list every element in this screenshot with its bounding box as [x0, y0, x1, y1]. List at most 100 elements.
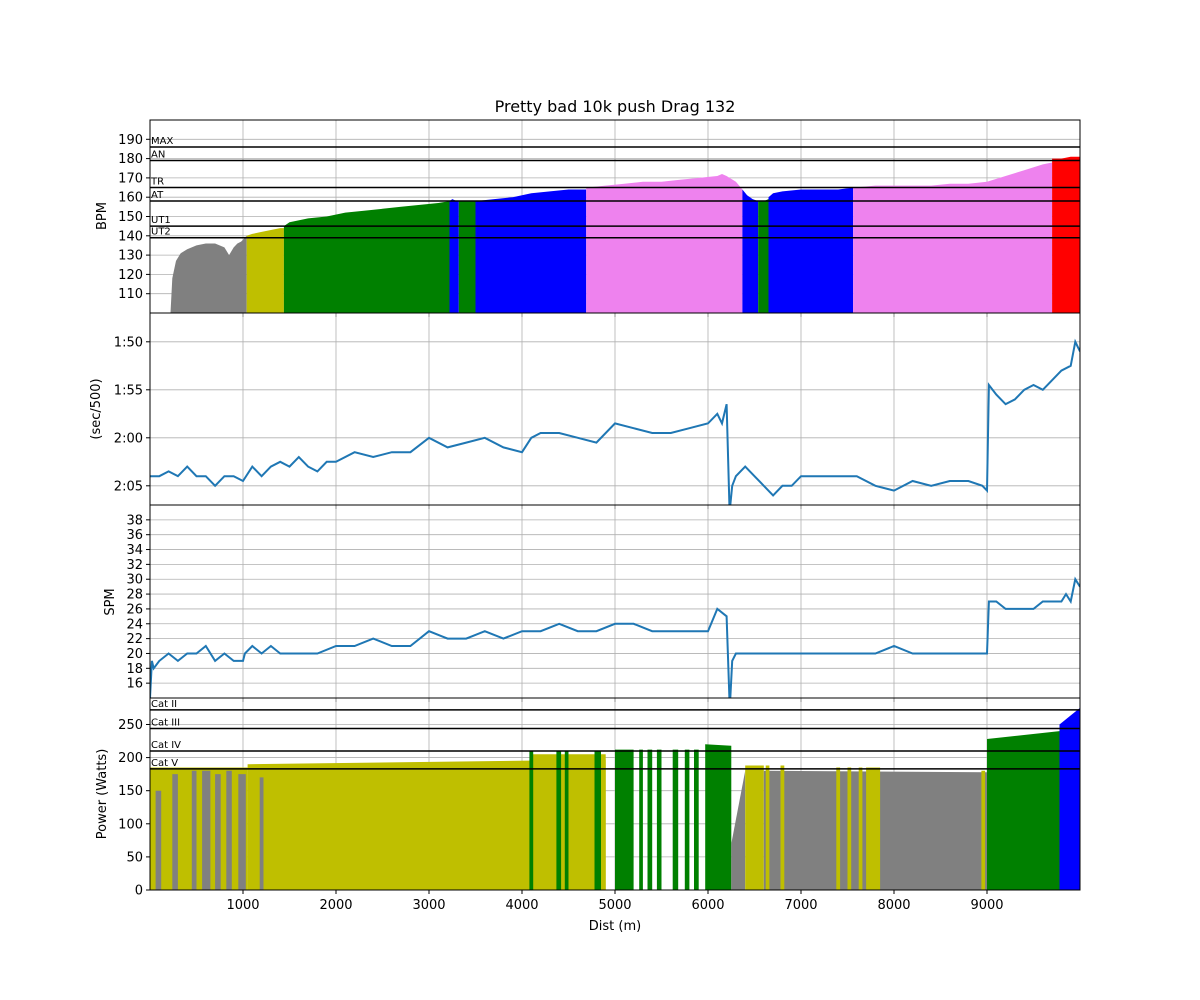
y-tick-label: 130: [118, 249, 143, 264]
zone-label-1: AN: [151, 150, 165, 161]
y-tick-label: 150: [118, 784, 143, 799]
y-tick-label: 30: [126, 573, 143, 588]
series-line-0: [150, 338, 1080, 505]
zone-segment-3: [191, 770, 197, 890]
x-tick-label: 7000: [784, 898, 817, 913]
zone-segment-31: [866, 767, 881, 890]
zone-segment-9: [768, 187, 854, 313]
x-tick-label: 3000: [412, 898, 445, 913]
zone-segment-3: [449, 199, 459, 313]
y-tick-label: 150: [118, 210, 143, 225]
y-tick-label: 18: [126, 662, 143, 677]
zone-segment-18: [656, 749, 662, 890]
y-tick-label: 120: [118, 268, 143, 283]
y-tick-label: 1:55: [114, 383, 143, 398]
zone-segment-0: [170, 235, 247, 313]
power-ylabel: Power (Watts): [95, 749, 110, 840]
stroke-rate-ylabel: SPM: [103, 588, 118, 615]
zone-segment-11: [1052, 156, 1080, 313]
zone-segment-7: [238, 774, 246, 890]
y-tick-label: 20: [126, 647, 143, 662]
plot-area-2: [150, 576, 1080, 698]
power-panel: Cat II Cat III Cat IV Cat V 0 50 100 150 200 250 1…: [118, 697, 1081, 913]
y-tick-label: 110: [118, 287, 143, 302]
zone-segment-13: [564, 751, 569, 890]
grid-1: [150, 313, 1080, 505]
series-line-0: [150, 576, 1080, 698]
zone-segment-32: [981, 770, 986, 890]
zone-segment-2: [283, 201, 450, 313]
zone-label-2: Cat IV: [151, 740, 181, 751]
zone-segment-27: [780, 765, 785, 890]
plot-area-1: [150, 338, 1080, 505]
zone-label-2: TR: [150, 177, 164, 188]
zone-segment-20: [684, 749, 690, 890]
zone-segment-5: [475, 189, 587, 313]
zone-label-3: AT: [151, 190, 164, 201]
chart-title: Pretty bad 10k push Drag 132: [495, 97, 736, 116]
zone-segment-17: [647, 749, 653, 890]
pace-panel: 1:50 1:55 2:00 2:05: [114, 312, 1081, 509]
zone-label-3: Cat V: [151, 758, 178, 769]
pace-ylabel: (sec/500): [89, 378, 104, 439]
heart-rate-ylabel: BPM: [95, 202, 110, 230]
zone-segment-1: [155, 790, 162, 890]
x-tick-label: 1000: [226, 898, 259, 913]
zone-segment-26: [765, 765, 770, 890]
y-tick-label: 170: [118, 171, 143, 186]
y-tick-label: 38: [126, 513, 143, 528]
zone-segment-9: [259, 777, 264, 890]
y-tick-label: 0: [135, 884, 143, 899]
x-tick-label: 2000: [319, 898, 352, 913]
x-tick-label: 4000: [505, 898, 538, 913]
zone-segment-1: [246, 228, 284, 313]
zone-label-0: Cat II: [151, 699, 177, 710]
y-tick-label: 16: [126, 677, 143, 692]
zone-segment-0: [150, 767, 248, 890]
zone-label-1: Cat III: [151, 717, 180, 728]
zone-segment-24: [745, 765, 764, 890]
y-tick-label: 36: [126, 528, 143, 543]
y-tick-label: 2:05: [114, 479, 143, 494]
zone-segment-4: [458, 201, 476, 313]
y-tick-label: 50: [126, 850, 143, 865]
zone-segment-12: [556, 751, 562, 890]
zone-segment-33: [987, 731, 1060, 890]
y-tick-label: 22: [126, 632, 143, 647]
y-tick-label: 160: [118, 191, 143, 206]
y-tick-label: 34: [126, 543, 143, 558]
zone-segment-16: [639, 749, 643, 890]
zone-segment-6: [586, 174, 743, 313]
zone-segment-30: [858, 767, 863, 890]
y-tick-label: 28: [126, 588, 143, 603]
zone-segment-8: [758, 199, 769, 313]
zone-label-0: MAX: [151, 136, 173, 147]
x-tick-label: 8000: [877, 898, 910, 913]
y-tick-label: 100: [118, 817, 143, 832]
grid-2: [150, 505, 1080, 698]
zone-segment-14: [594, 751, 601, 890]
zone-segment-29: [847, 767, 852, 890]
zone-segment-22: [705, 744, 732, 890]
zone-segment-21: [694, 749, 699, 890]
y-tick-label: 26: [126, 602, 143, 617]
zone-segment-6: [226, 770, 232, 890]
zone-segment-23: [731, 770, 746, 890]
y-tick-label: 32: [126, 558, 143, 573]
y-tick-label: 180: [118, 152, 143, 167]
zone-segment-28: [836, 767, 841, 890]
plot-area-3: [150, 707, 1080, 890]
y-tick-label: 250: [118, 718, 143, 733]
zone-segment-7: [742, 189, 759, 313]
y-tick-label: 2:00: [114, 431, 143, 446]
y-tick-label: 190: [118, 133, 143, 148]
x-tick-label: 9000: [970, 898, 1003, 913]
zone-segment-19: [672, 749, 679, 890]
zone-segment-15: [615, 749, 634, 890]
y-tick-label: 200: [118, 751, 143, 766]
y-tick-label: 140: [118, 229, 143, 244]
zone-segment-4: [202, 770, 211, 890]
